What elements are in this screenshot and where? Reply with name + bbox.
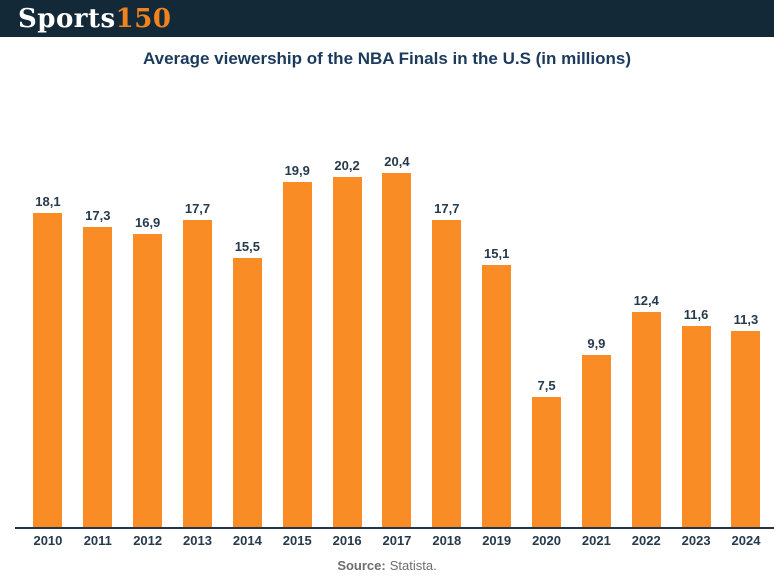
app-header: Sports150 xyxy=(0,0,774,37)
bar-chart: 18,1 17,3 16,9 17,7 15,5 19,9 20,2 20,4 17,7 15,1… xyxy=(0,69,774,548)
bar-value-label: 20,4 xyxy=(384,154,410,169)
x-axis-label: 2024 xyxy=(731,533,761,548)
bar xyxy=(282,182,312,527)
bar-value-label: 15,1 xyxy=(484,246,510,261)
bar xyxy=(482,265,512,527)
sports150-logo: Sports150 xyxy=(18,6,171,32)
x-axis-label: 2017 xyxy=(382,533,412,548)
x-axis-label: 2023 xyxy=(681,533,711,548)
bar-value-label: 11,6 xyxy=(683,307,709,322)
bar xyxy=(232,258,262,527)
bar xyxy=(133,234,163,527)
x-axis-label: 2018 xyxy=(432,533,462,548)
bar-group: 17,7 xyxy=(422,201,472,527)
bar xyxy=(731,331,761,527)
bar-value-label: 20,2 xyxy=(334,158,360,173)
bar xyxy=(581,355,611,527)
bar-group: 20,2 xyxy=(322,158,372,527)
bar-group: 17,3 xyxy=(73,208,123,527)
bar-group: 15,1 xyxy=(472,246,522,527)
bar-group: 11,3 xyxy=(721,312,771,527)
logo-text-accent: 150 xyxy=(115,3,172,34)
bar xyxy=(83,227,113,527)
x-axis-labels: 2010 2011 2012 2013 2014 2015 2016 2017 2018 2019… xyxy=(0,533,774,548)
x-axis-label: 2012 xyxy=(133,533,163,548)
x-axis-label: 2016 xyxy=(332,533,362,548)
bar-group: 12,4 xyxy=(621,293,671,527)
bar-value-label: 19,9 xyxy=(284,163,310,178)
bar-group: 17,7 xyxy=(173,201,223,527)
x-axis-label: 2013 xyxy=(183,533,212,548)
bar-value-label: 12,4 xyxy=(633,293,659,308)
bar-group: 11,6 xyxy=(671,307,721,527)
bar-group: 20,4 xyxy=(372,154,422,527)
x-axis-label: 2019 xyxy=(482,533,512,548)
bar xyxy=(332,177,362,527)
bar-value-label: 17,3 xyxy=(85,208,111,223)
bar-value-label: 17,7 xyxy=(184,201,211,216)
bar xyxy=(183,220,212,527)
x-axis-label: 2010 xyxy=(33,533,63,548)
source-name: Statista. xyxy=(389,558,437,573)
bar xyxy=(532,397,562,527)
bar-group: 9,9 xyxy=(571,336,621,527)
x-axis-label: 2020 xyxy=(532,533,561,548)
x-axis-label: 2021 xyxy=(581,533,611,548)
source-line: Source: Statista. xyxy=(0,558,774,573)
bar-group: 7,5 xyxy=(522,378,572,527)
bar-group: 19,9 xyxy=(272,163,322,527)
logo-text-primary: Sports xyxy=(18,3,116,34)
x-axis-label: 2011 xyxy=(83,533,112,548)
bar xyxy=(33,213,63,527)
bar-value-label: 17,7 xyxy=(434,201,460,216)
bar-value-label: 9,9 xyxy=(587,336,606,351)
x-axis-label: 2022 xyxy=(631,533,661,548)
bar-group: 16,9 xyxy=(123,215,173,527)
bars-row: 18,1 17,3 16,9 17,7 15,5 19,9 20,2 20,4 17,7 15,1… xyxy=(0,69,774,527)
bar-value-label: 18,1 xyxy=(35,194,61,209)
bar-group: 15,5 xyxy=(222,239,272,527)
bar-value-label: 15,5 xyxy=(234,239,261,254)
bar xyxy=(631,312,661,527)
x-axis-label: 2014 xyxy=(232,533,262,548)
x-axis-label: 2015 xyxy=(282,533,312,548)
bar-value-label: 16,9 xyxy=(134,215,161,230)
source-prefix: Source: xyxy=(337,558,386,573)
bar xyxy=(432,220,462,527)
x-axis-line xyxy=(15,527,774,529)
bar-group: 18,1 xyxy=(23,194,73,527)
bar-value-label: 7,5 xyxy=(537,378,556,393)
bar-value-label: 11,3 xyxy=(733,312,759,327)
bar xyxy=(382,173,412,527)
bar xyxy=(681,326,711,527)
chart-title: Average viewership of the NBA Finals in … xyxy=(142,49,632,68)
